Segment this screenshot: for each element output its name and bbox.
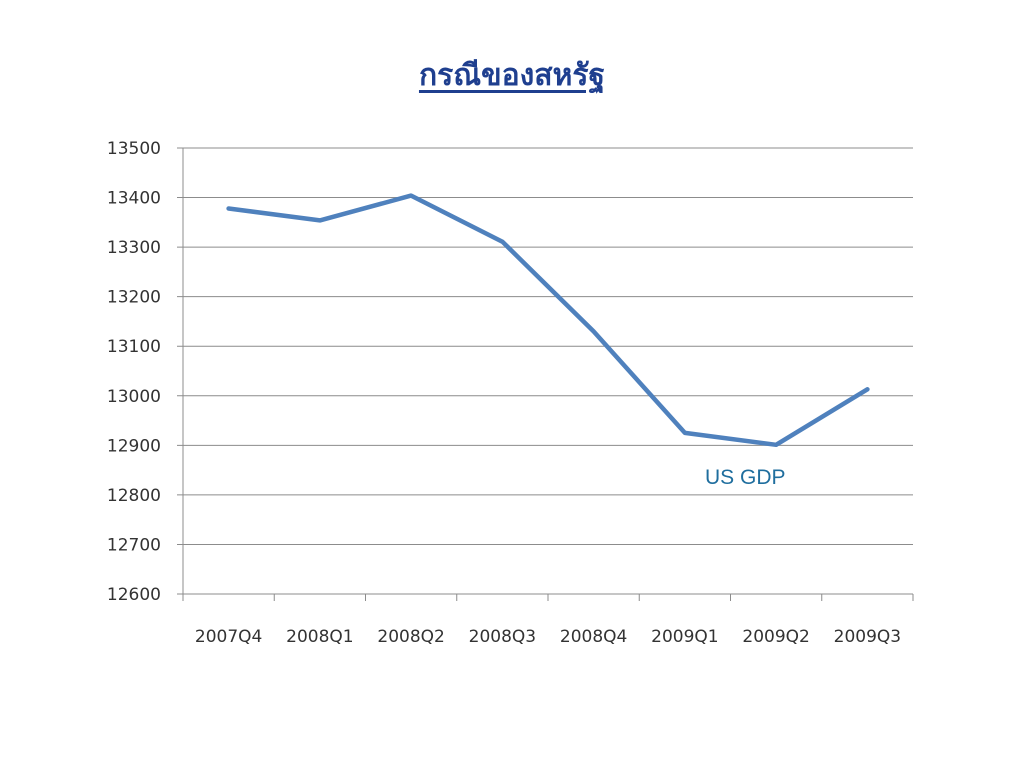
x-tick-label: 2008Q1	[286, 627, 353, 647]
x-tick-label: 2009Q2	[742, 627, 809, 647]
x-tick-label: 2008Q3	[469, 627, 536, 647]
axes	[182, 148, 914, 601]
y-tick-label: 12800	[107, 486, 161, 506]
series-lines	[226, 193, 870, 448]
y-tick-label: 13100	[107, 337, 161, 357]
x-tick-labels: 2007Q4 2008Q1 2008Q2 2008Q3 2008Q4 2009Q1 2009…	[195, 627, 901, 647]
x-tick-label: 2008Q2	[377, 627, 444, 647]
y-tick-label: 13200	[107, 288, 161, 308]
x-tick-label: 2007Q4	[195, 627, 262, 647]
series-annotation: US GDP	[705, 466, 786, 489]
x-tick-label: 2009Q1	[651, 627, 718, 647]
y-tick-label: 12700	[107, 535, 161, 555]
x-tick-label: 2008Q4	[560, 627, 627, 647]
y-tick-label: 12600	[107, 585, 161, 605]
series-line	[226, 193, 870, 448]
y-tick-label: 13000	[107, 387, 161, 407]
y-tick-label: 12900	[107, 436, 161, 456]
y-tick-label: 13400	[107, 189, 161, 209]
gridlines	[177, 147, 913, 595]
y-tick-label: 13500	[107, 139, 161, 159]
x-tick-label: 2009Q3	[834, 627, 901, 647]
slide-title: กรณีของสหรัฐ	[418, 58, 606, 93]
y-tick-label: 13300	[107, 238, 161, 258]
y-tick-labels: 12600 12700 12800 12900 13000 13100 13200 13300…	[107, 139, 161, 605]
